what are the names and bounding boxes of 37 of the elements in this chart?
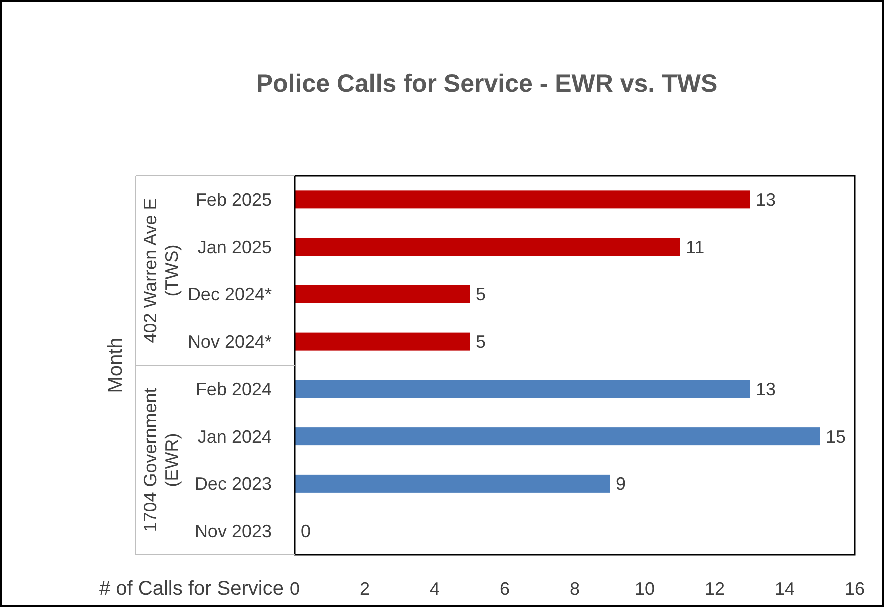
data-label: 13 [756,190,776,210]
bar [295,380,750,398]
bar [295,332,470,351]
x-tick-label: 2 [360,579,370,599]
chart-title: Police Calls for Service - EWR vs. TWS [256,70,718,98]
data-label: 15 [826,426,846,447]
x-tick-label: 10 [634,579,656,599]
bar [295,474,610,493]
y-tick-label: Nov 2024* [188,332,272,352]
data-label: 5 [476,284,486,305]
bar [295,285,470,304]
text: 1704 Government (EWR) [140,388,182,532]
y-tick-label: Dec 2023 [194,474,272,494]
x-tick-label: 8 [570,579,580,599]
x-tick-label: 14 [774,579,796,599]
bar [295,238,680,256]
y-tick-label: Feb 2025 [196,190,272,210]
x-tick-label: 16 [844,579,866,599]
text: 402 Warren Ave E (TWS) [140,198,182,344]
x-axis-title: # of Calls for Service [99,578,284,600]
x-tick-label: 12 [704,579,726,599]
y-axis-title: Month [105,338,127,394]
x-tick-label: 6 [500,579,510,599]
x-tick-label: 4 [430,579,440,599]
bar [295,428,820,446]
y-tick-label: Nov 2023 [194,522,272,542]
y-tick-label: Feb 2024 [196,379,272,400]
y-tick-label: Jan 2025 [198,237,272,258]
data-label: 13 [756,379,776,400]
data-label: 5 [476,332,486,352]
data-label: 9 [616,474,626,494]
x-tick-label: 0 [290,579,300,599]
data-label: 11 [686,237,705,258]
data-label: 0 [301,522,312,542]
bar [295,190,750,209]
y-tick-label: Jan 2024 [198,426,272,447]
y-tick-label: Dec 2024* [188,284,272,305]
